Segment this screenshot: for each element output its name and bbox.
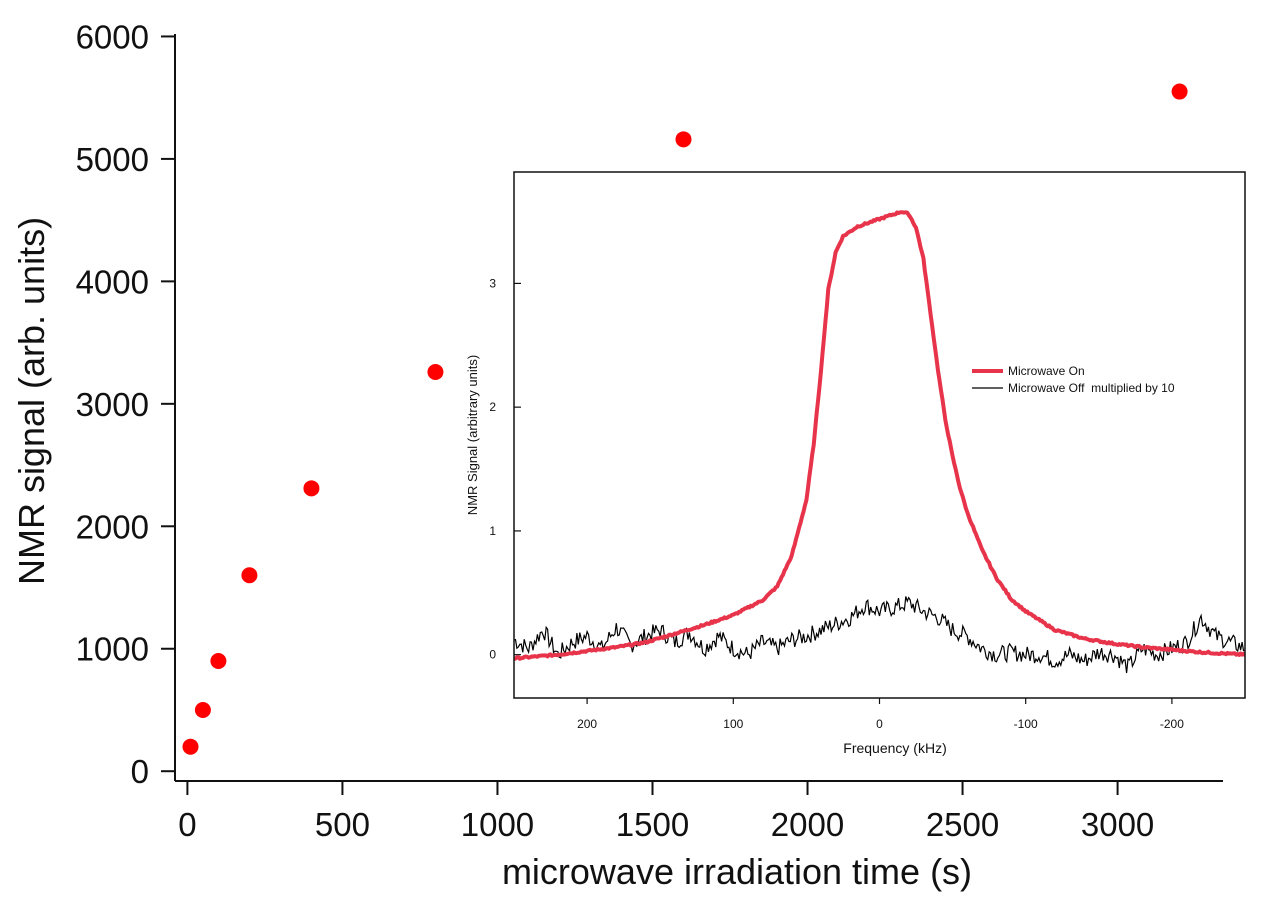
inset-y-tick-label: 1: [489, 524, 496, 538]
main-data-point: [675, 131, 692, 148]
inset-x-axis-label: Frequency (kHz): [843, 740, 946, 756]
inset-y-axis-label: NMR Signal (arbitrary units): [465, 355, 480, 515]
main-x-axis-label: microwave irradiation time (s): [502, 851, 972, 892]
inset-x-tick-label: 100: [723, 717, 743, 731]
main-data-point: [427, 363, 444, 380]
main-y-tick-label: 4000: [76, 263, 149, 300]
main-y-axis-label: NMR signal (arb. units): [11, 217, 52, 585]
inset-legend: Microwave On Microwave Off multiplied by…: [972, 364, 1175, 395]
main-data-point: [1171, 83, 1188, 100]
inset-x-ticks: 200 100 0 -100 -200: [577, 698, 1184, 731]
inset-y-tick-label: 0: [489, 648, 496, 662]
main-x-ticks: 0 500 1000 1500 2000 2500 3000: [178, 781, 1154, 843]
inset-x-tick-label: -200: [1160, 717, 1184, 731]
inset-spectrum-chart: 0 1 2 3 200 100 0 -100 -200 Frequency (kHz) NMR…: [465, 171, 1246, 756]
main-x-tick-label: 1000: [461, 806, 534, 843]
main-data-point: [194, 701, 211, 718]
main-x-tick-label: 0: [178, 806, 196, 843]
main-y-tick-label: 6000: [76, 18, 149, 55]
main-y-tick-label: 1000: [76, 631, 149, 668]
main-y-ticks: 0 1000 2000 3000 4000 5000 6000: [76, 18, 175, 790]
inset-background: [514, 172, 1245, 698]
main-y-tick-label: 0: [131, 753, 149, 790]
legend-off-label: Microwave Off multiplied by 10: [1008, 381, 1175, 395]
main-data-point: [210, 652, 227, 669]
main-y-tick-label: 5000: [76, 141, 149, 178]
main-x-tick-label: 3000: [1081, 806, 1154, 843]
main-x-tick-label: 1500: [616, 806, 689, 843]
inset-y-tick-label: 3: [489, 276, 496, 290]
main-y-tick-label: 2000: [76, 508, 149, 545]
legend-on-label: Microwave On: [1008, 364, 1085, 378]
microwave-on-line: [514, 210, 1245, 661]
inset-x-tick-label: -100: [1014, 717, 1038, 731]
inset-frame: [513, 171, 1246, 699]
main-data-point: [303, 480, 320, 497]
inset-y-tick-label: 2: [489, 400, 496, 414]
main-x-tick-label: 2500: [926, 806, 999, 843]
main-data-point: [182, 738, 199, 755]
main-x-tick-label: 2000: [771, 806, 844, 843]
inset-x-tick-label: 0: [876, 717, 883, 731]
main-data-points: [182, 83, 1188, 755]
main-x-tick-label: 500: [315, 806, 370, 843]
inset-x-tick-label: 200: [577, 717, 597, 731]
main-data-point: [241, 567, 258, 584]
main-y-tick-label: 3000: [76, 386, 149, 423]
inset-y-ticks: 0 1 2 3: [489, 276, 521, 662]
microwave-off-line: [514, 596, 1245, 674]
